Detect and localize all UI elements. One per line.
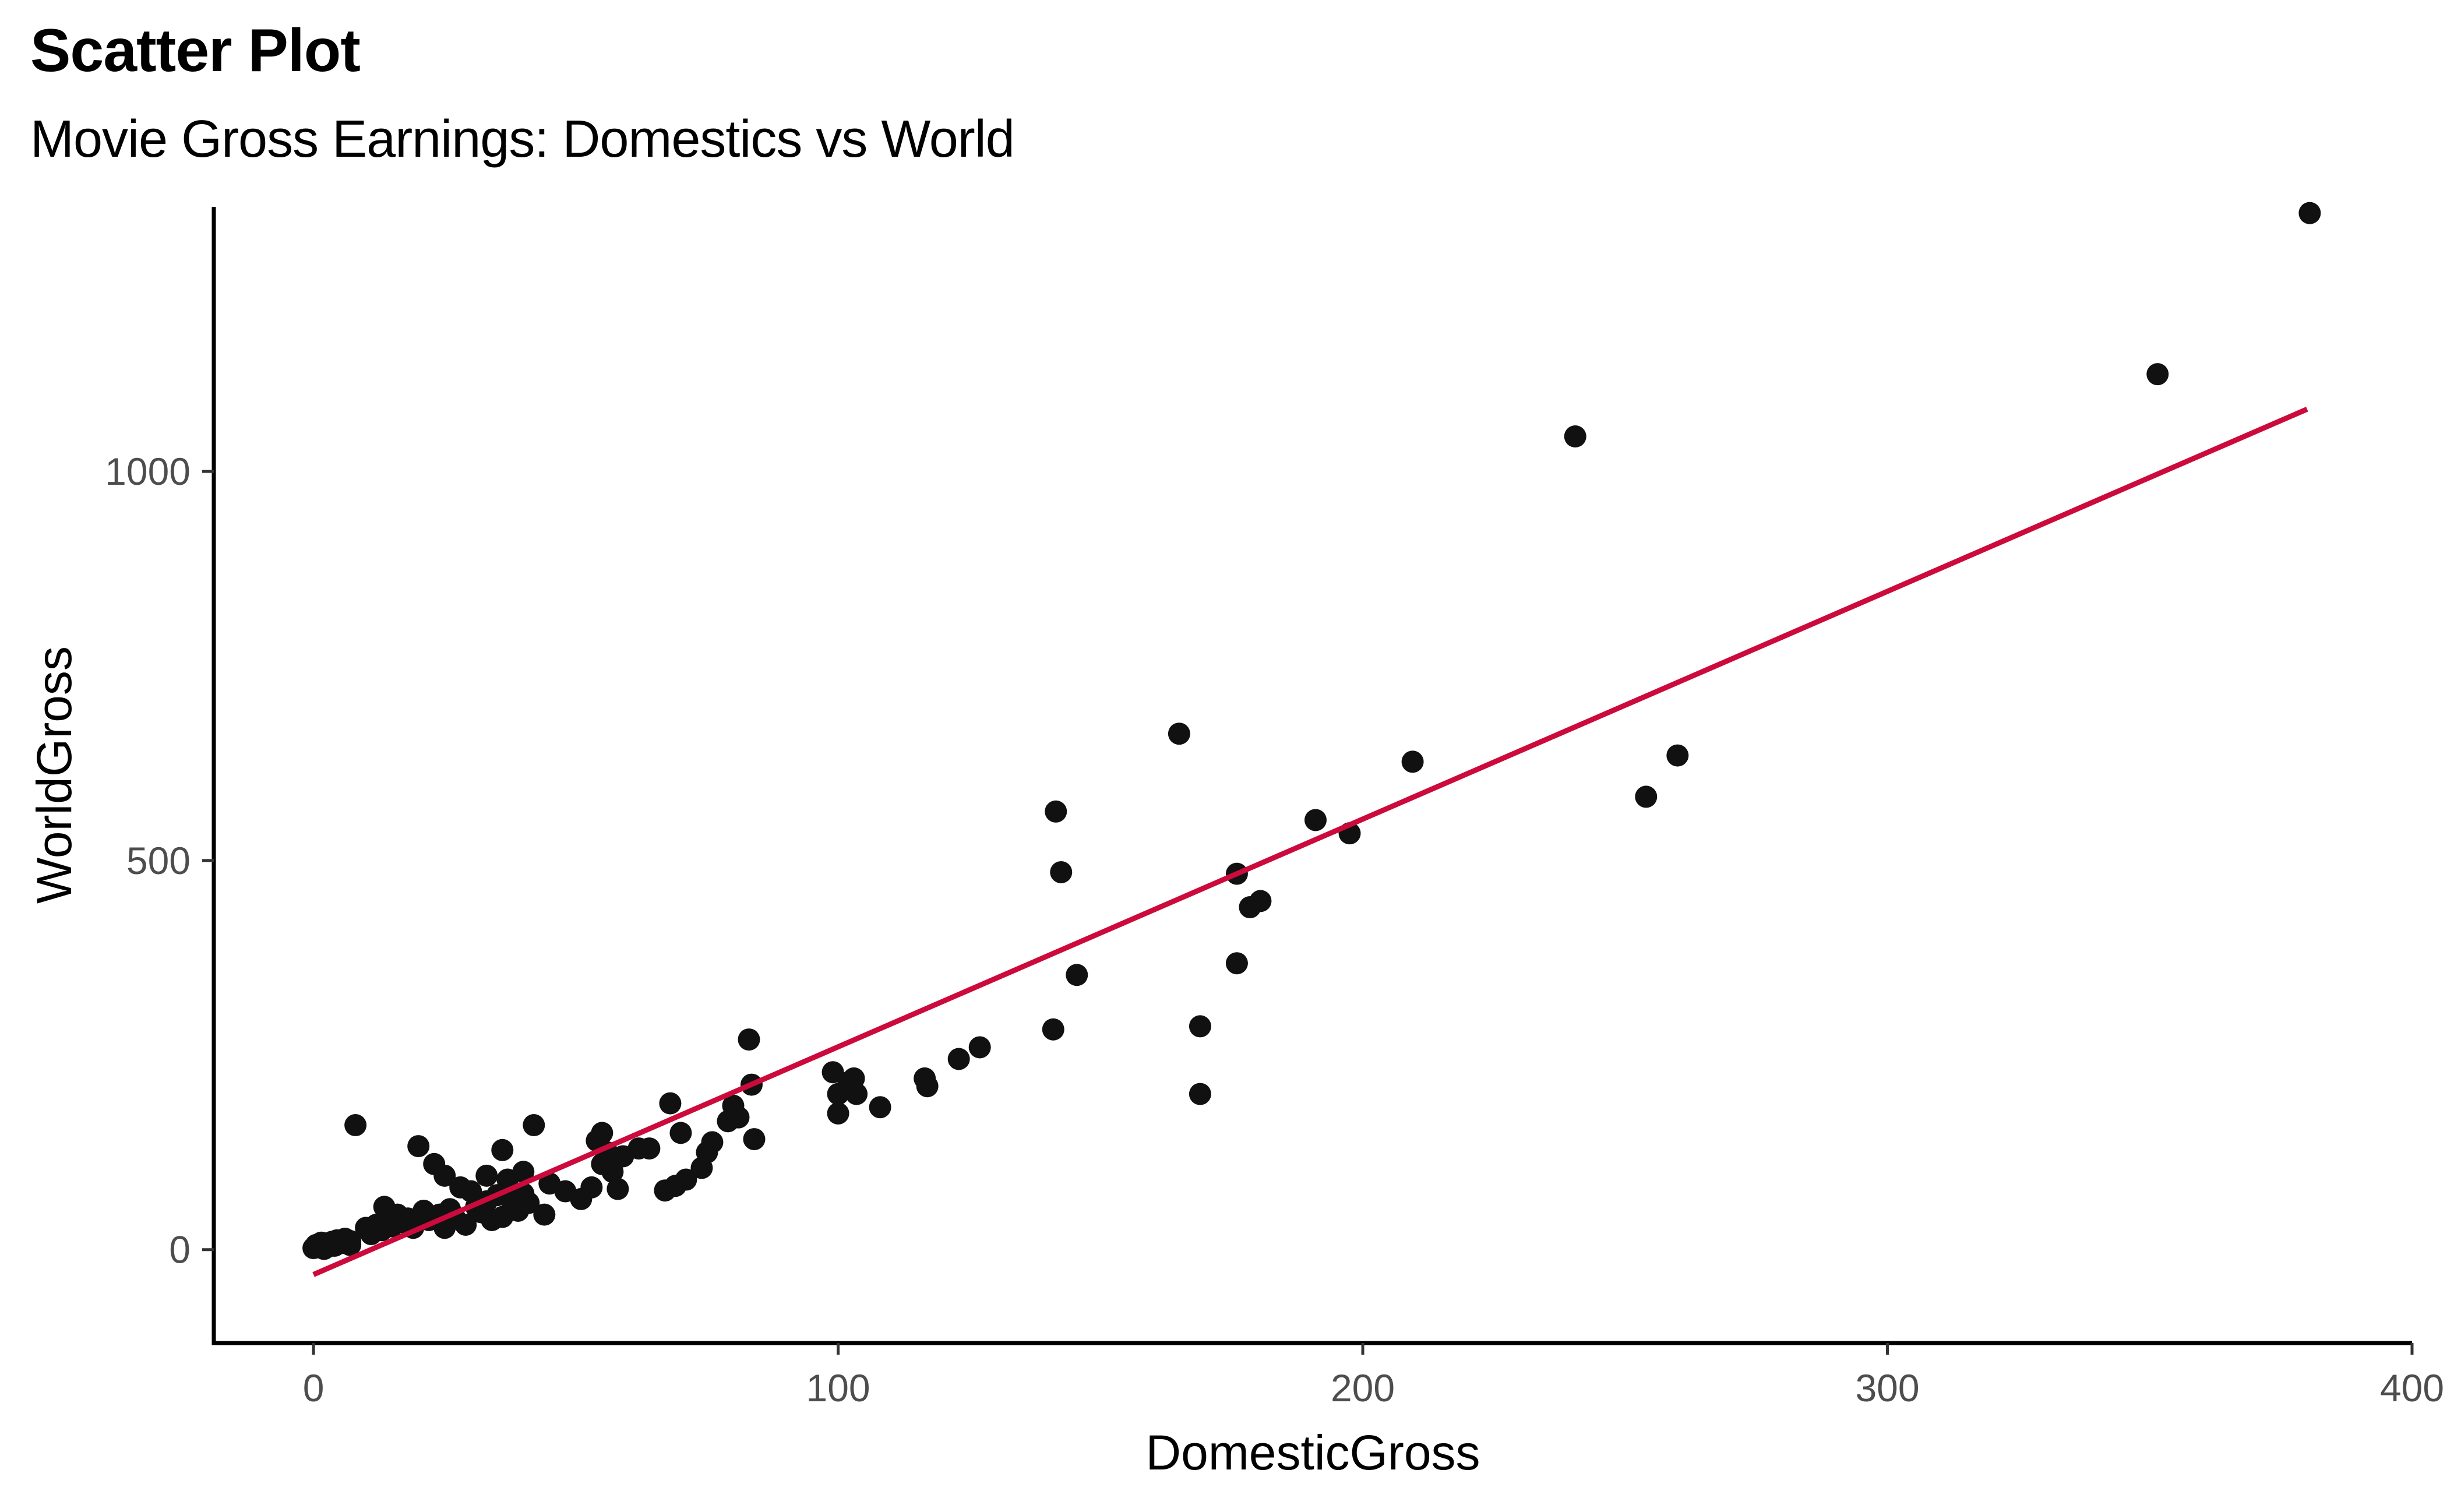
data-point [821, 1061, 844, 1084]
data-point [339, 1230, 362, 1253]
data-point [1666, 744, 1689, 767]
data-point [947, 1048, 970, 1070]
data-point [1635, 785, 1658, 808]
data-point [743, 1128, 766, 1151]
data-point [827, 1102, 849, 1125]
data-point [454, 1213, 477, 1236]
x-tick-label: 300 [1855, 1366, 1919, 1409]
data-point [1189, 1083, 1211, 1105]
y-axis-ticks: 0 500 1000 [105, 450, 214, 1271]
data-point [1042, 1018, 1064, 1041]
data-point [344, 1114, 367, 1137]
data-point [407, 1135, 430, 1158]
data-point [491, 1139, 514, 1161]
data-point [2146, 363, 2169, 386]
data-point [675, 1168, 697, 1191]
data-point [523, 1114, 545, 1137]
data-point [533, 1203, 556, 1226]
regression-line [312, 407, 2308, 1277]
x-axis-title: DomesticGross [1145, 1425, 1480, 1480]
data-point [638, 1137, 661, 1160]
data-point [601, 1161, 624, 1183]
data-point [580, 1176, 603, 1199]
data-point [1564, 425, 1586, 448]
data-point [1168, 722, 1190, 745]
data-point [607, 1178, 629, 1200]
data-point [2298, 202, 2321, 224]
data-point [916, 1075, 939, 1098]
y-tick-label: 0 [169, 1228, 191, 1271]
data-point [512, 1161, 535, 1183]
data-point [669, 1122, 692, 1144]
data-point [727, 1106, 750, 1129]
x-axis-ticks: 0 100 200 300 400 [303, 1343, 2444, 1409]
points-layer [302, 202, 2321, 1260]
data-point [1225, 952, 1248, 975]
data-point [591, 1122, 613, 1144]
data-point [1249, 890, 1272, 912]
data-point [1304, 809, 1327, 831]
data-point [475, 1164, 498, 1187]
data-point [701, 1131, 724, 1154]
data-point [1066, 964, 1088, 986]
y-tick-label: 1000 [105, 450, 191, 493]
data-point [738, 1028, 760, 1051]
data-point [869, 1096, 891, 1119]
data-point [659, 1092, 682, 1115]
x-tick-label: 200 [1331, 1366, 1395, 1409]
y-tick-label: 500 [126, 839, 191, 882]
x-tick-label: 400 [2380, 1366, 2444, 1409]
data-point [1189, 1015, 1211, 1038]
data-point [968, 1036, 991, 1059]
data-point [845, 1083, 868, 1105]
chart-title: Scatter Plot [30, 17, 361, 84]
data-point [1401, 750, 1424, 773]
data-point [517, 1192, 540, 1214]
data-point [1050, 861, 1073, 883]
data-point [1045, 800, 1067, 823]
x-tick-label: 100 [806, 1366, 870, 1409]
y-axis-title: WorldGross [27, 646, 82, 904]
x-tick-label: 0 [303, 1366, 325, 1409]
data-point [433, 1164, 456, 1187]
chart-subtitle: Movie Gross Earnings: Domestics vs World [30, 110, 1015, 168]
